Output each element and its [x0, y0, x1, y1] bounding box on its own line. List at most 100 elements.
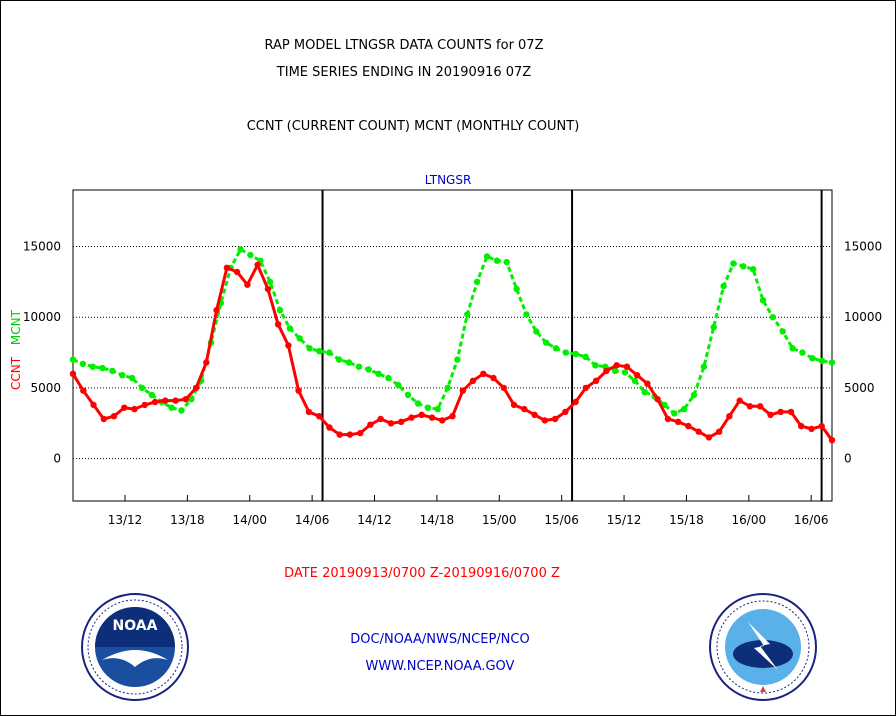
- data-point-ccnt: [377, 415, 384, 423]
- data-point-mcnt: [513, 285, 520, 293]
- data-point-ccnt: [592, 377, 600, 384]
- y-tick-label-right: 0: [844, 452, 852, 466]
- data-point-mcnt: [404, 391, 412, 399]
- y-tick-label-right: 15000: [844, 240, 882, 254]
- data-point-mcnt: [641, 388, 648, 396]
- data-point-mcnt: [592, 362, 599, 369]
- day-boundary-lines: [321, 190, 823, 501]
- website-link[interactable]: WWW.NCEP.NOAA.GOV: [365, 659, 515, 674]
- data-point-ccnt: [562, 408, 569, 416]
- agency-text: DOC/NOAA/NWS/NCEP/NCO: [350, 632, 530, 647]
- data-point-ccnt: [244, 281, 251, 288]
- data-point-ccnt: [757, 403, 764, 410]
- data-point-ccnt: [203, 359, 210, 366]
- data-point-mcnt: [89, 363, 96, 370]
- data-point-mcnt: [128, 374, 136, 382]
- data-point-mcnt: [247, 251, 254, 259]
- data-point-ccnt: [603, 367, 610, 375]
- data-point-ccnt: [664, 415, 672, 423]
- y-label-ccnt: CCNT: [9, 356, 23, 390]
- data-point-ccnt: [767, 411, 774, 418]
- data-point-ccnt: [674, 418, 682, 425]
- data-point-mcnt: [483, 253, 491, 260]
- x-tick-label: 15/18: [669, 513, 704, 527]
- data-point-ccnt: [531, 411, 538, 418]
- data-point-ccnt: [254, 261, 261, 269]
- plot-area-border: [72, 189, 833, 502]
- plot-title: LTNGSR: [425, 173, 472, 187]
- data-point-ccnt: [818, 422, 825, 430]
- series-mcnt: [69, 246, 836, 417]
- data-point-mcnt: [493, 257, 501, 264]
- x-tick-label: 15/00: [482, 513, 517, 527]
- data-point-mcnt: [769, 314, 777, 321]
- y-tick-label-left: 10000: [23, 310, 61, 324]
- data-point-ccnt: [439, 417, 446, 424]
- data-point-mcnt: [730, 260, 737, 267]
- nws-logo: [709, 593, 817, 701]
- data-point-ccnt: [510, 401, 518, 409]
- data-point-mcnt: [523, 311, 530, 318]
- data-point-mcnt: [345, 359, 353, 366]
- x-tick-labels: 13/12 13/18 14/00 14/06 14/12 14/18 15/00 15/06…: [108, 495, 829, 527]
- data-point-ccnt: [469, 377, 477, 384]
- x-tick-label: 15/06: [544, 513, 579, 527]
- data-point-mcnt: [188, 396, 195, 403]
- x-tick-label: 13/12: [108, 513, 143, 527]
- data-point-ccnt: [633, 372, 641, 379]
- chart-title-line1: RAP MODEL LTNGSR DATA COUNTS for 07Z: [264, 38, 544, 53]
- y-tick-label-left: 0: [53, 452, 61, 466]
- data-point-ccnt: [408, 414, 415, 421]
- data-point-mcnt: [464, 311, 471, 318]
- data-point-ccnt: [623, 363, 631, 370]
- data-point-ccnt: [613, 362, 620, 369]
- data-point-ccnt: [326, 424, 333, 431]
- data-point-ccnt: [100, 415, 108, 423]
- data-point-ccnt: [213, 307, 220, 314]
- data-point-ccnt: [787, 408, 795, 416]
- data-point-mcnt: [414, 400, 422, 407]
- x-tick-label: 16/00: [732, 513, 767, 527]
- y-tick-labels-left: 0 5000 10000 15000: [23, 240, 61, 466]
- data-point-mcnt: [621, 369, 629, 376]
- data-point-mcnt: [99, 364, 106, 372]
- data-point-ccnt: [736, 397, 743, 404]
- series-ccnt: [69, 261, 836, 444]
- data-point-mcnt: [69, 356, 77, 363]
- data-point-ccnt: [316, 413, 323, 420]
- y-label-mcnt: MCNT: [9, 309, 23, 345]
- data-point-mcnt: [542, 339, 550, 346]
- data-point-mcnt: [326, 349, 333, 356]
- data-point-mcnt: [680, 405, 688, 413]
- data-point-mcnt: [316, 348, 323, 355]
- data-point-ccnt: [192, 384, 200, 392]
- data-point-mcnt: [286, 325, 294, 332]
- data-point-ccnt: [808, 425, 815, 433]
- data-point-ccnt: [305, 408, 313, 416]
- series-line-mcnt: [72, 247, 833, 416]
- data-point-mcnt: [809, 355, 816, 362]
- data-point-mcnt: [779, 328, 786, 335]
- data-point-mcnt: [740, 263, 747, 270]
- data-point-ccnt: [336, 431, 343, 438]
- data-point-ccnt: [705, 434, 713, 441]
- data-point-ccnt: [828, 437, 836, 444]
- x-tick-label: 14/06: [295, 513, 330, 527]
- data-point-ccnt: [367, 421, 374, 428]
- data-point-ccnt: [162, 397, 169, 404]
- data-point-ccnt: [182, 396, 189, 403]
- y-tick-label-left: 15000: [23, 240, 61, 254]
- data-point-ccnt: [685, 422, 692, 430]
- y-tick-label-left: 5000: [30, 381, 61, 395]
- data-point-ccnt: [500, 384, 507, 392]
- data-point-mcnt: [385, 374, 392, 382]
- data-point-ccnt: [449, 413, 456, 420]
- data-point-mcnt: [237, 246, 244, 253]
- data-point-mcnt: [306, 345, 313, 352]
- data-point-mcnt: [168, 404, 175, 411]
- data-point-ccnt: [80, 387, 87, 394]
- data-point-mcnt: [178, 407, 185, 414]
- data-point-mcnt: [799, 349, 806, 356]
- data-point-ccnt: [223, 264, 231, 271]
- data-point-ccnt: [521, 405, 528, 413]
